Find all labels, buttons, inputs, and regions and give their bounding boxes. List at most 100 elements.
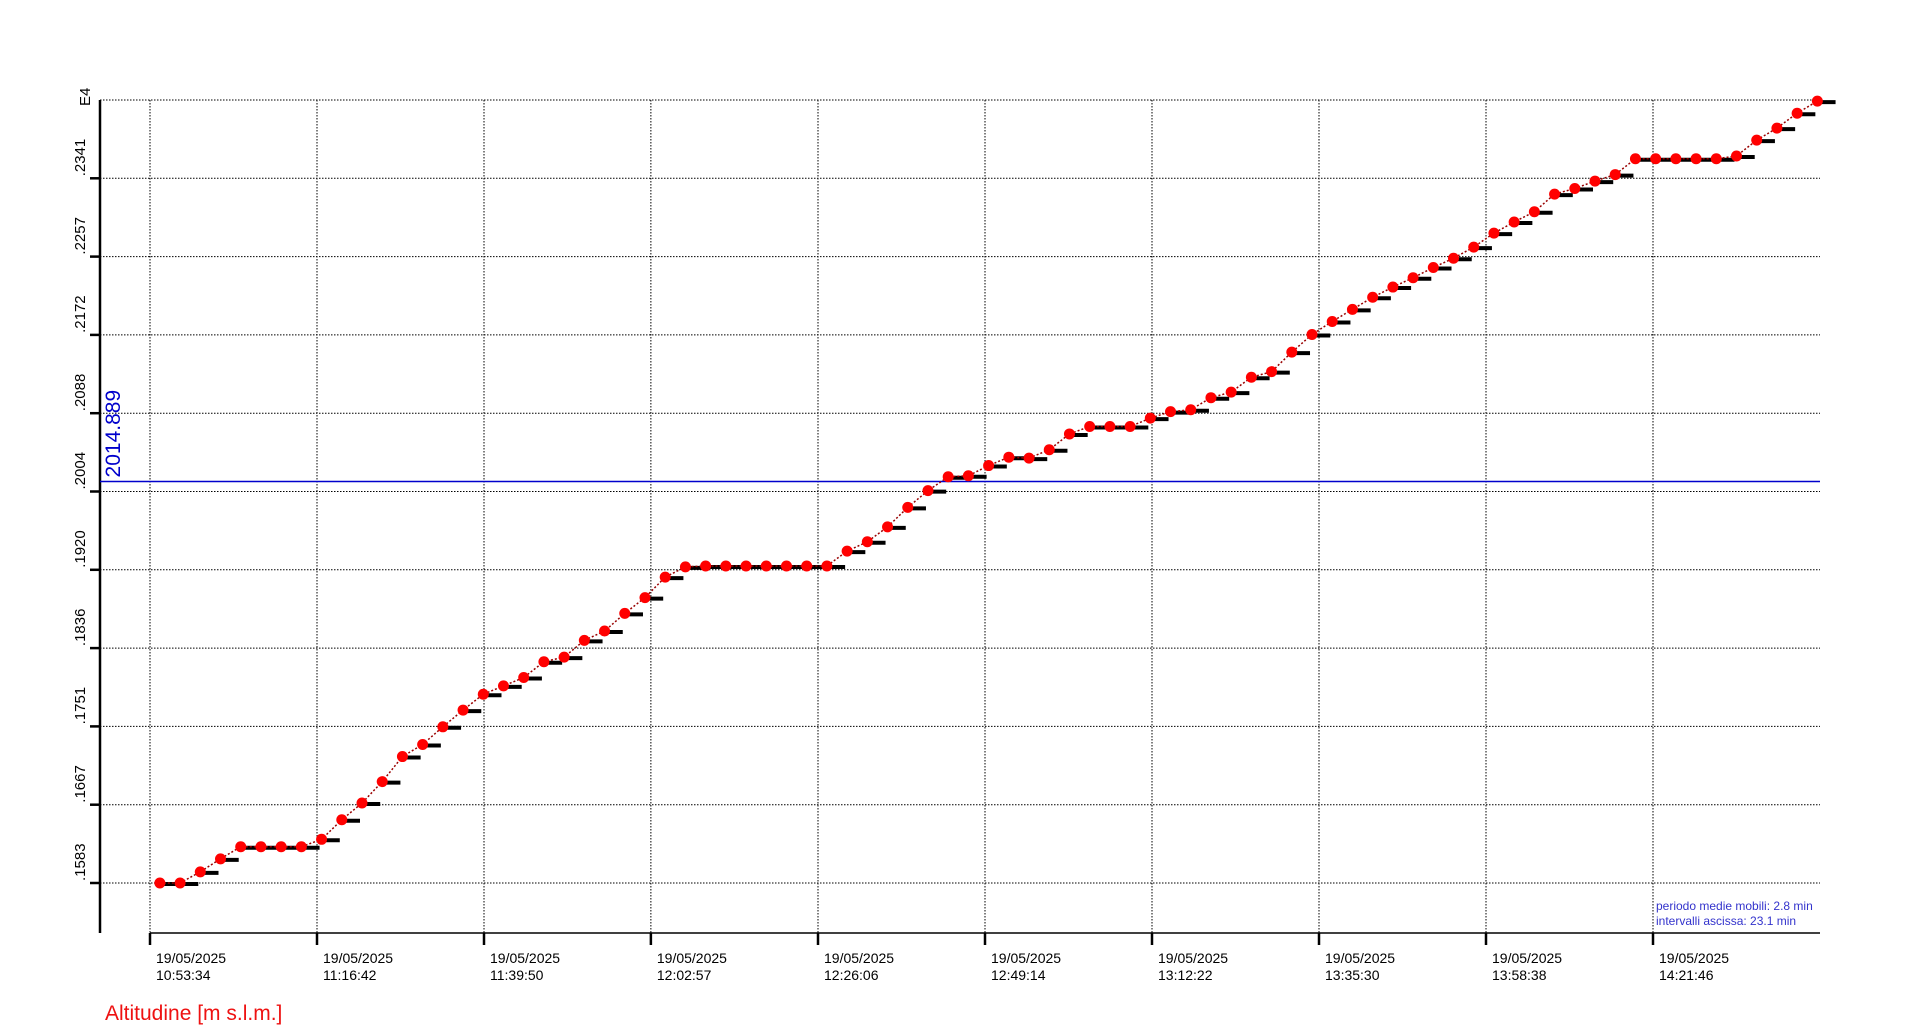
x-tick-time: 13:12:22 [1158,967,1213,983]
data-point [1589,175,1601,187]
data-point [1791,107,1803,119]
x-tick-time: 13:35:30 [1325,967,1380,983]
y-tick-label: .2257 [72,217,89,255]
data-point [1063,428,1075,440]
data-point [821,560,833,572]
data-point [1811,95,1823,107]
data-point [740,560,752,572]
data-point [558,651,570,663]
x-tick-date: 19/05/2025 [1659,950,1729,966]
data-point [437,721,449,733]
x-tick-date: 19/05/2025 [1325,950,1395,966]
data-point [1286,346,1298,358]
data-point [1084,421,1096,433]
y-exponent-label: E4 [77,88,94,106]
data-point [882,521,894,533]
data-point [760,560,772,572]
data-point [1569,183,1581,195]
data-point [1771,122,1783,134]
x-tick-time: 12:26:06 [824,967,879,983]
data-point [1346,303,1358,315]
y-tick-label: .1583 [72,843,89,881]
reference-line-group: 2014.889 [100,390,1820,483]
x-tick-time: 12:49:14 [991,967,1046,983]
data-point [1124,421,1136,433]
x-tick-time: 11:39:50 [490,967,544,983]
reference-line-label: 2014.889 [102,390,125,478]
data-point [700,560,712,572]
y-tick-label: .2172 [72,295,89,333]
data-point [578,634,590,646]
data-point [780,560,792,572]
data-point [174,877,186,889]
data-point [1528,206,1540,218]
data-point [1609,169,1621,181]
data-point [215,853,227,865]
data-point [417,738,429,750]
x-tick-time: 11:16:42 [323,967,377,983]
data-point [1690,153,1702,165]
data-point [1205,392,1217,404]
x-tick-date: 19/05/2025 [323,950,393,966]
note-x-interval: intervalli ascissa: 23.1 min [1656,914,1796,928]
data-point [1387,281,1399,293]
data-point [457,704,469,716]
data-point [1104,421,1116,433]
data-point [275,841,287,853]
y-axis-title: Altitudine [m s.l.m.] [105,1002,282,1025]
data-point [316,833,328,845]
y-tick-label: .1667 [72,765,89,803]
data-point [1751,134,1763,146]
x-tick-date: 19/05/2025 [657,950,727,966]
data-point [599,625,611,637]
data-point [1468,241,1480,253]
data-point [1448,252,1460,264]
data-point [518,672,530,684]
data-point [1144,412,1156,424]
data-point [962,470,974,482]
y-tick-label: .1751 [72,687,89,725]
data-point [1306,328,1318,340]
y-tick-label: .1920 [72,530,89,568]
data-point [336,814,348,826]
series-marks [154,95,1836,889]
data-point [154,877,166,889]
data-point [1488,227,1500,239]
data-point [235,841,247,853]
grid [100,99,1820,933]
x-tick-date: 19/05/2025 [1158,950,1228,966]
data-point [902,501,914,513]
data-point [538,656,550,668]
data-point [1670,153,1682,165]
data-point [477,688,489,700]
x-tick-date: 19/05/2025 [490,950,560,966]
data-point [1326,315,1338,327]
data-point [679,561,691,573]
data-point [1549,188,1561,200]
data-point [619,607,631,619]
data-point [1225,386,1237,398]
data-point [841,545,853,557]
data-point [396,751,408,763]
data-point [1043,444,1055,456]
data-point [356,797,368,809]
data-point [861,536,873,548]
x-tick-date: 19/05/2025 [824,950,894,966]
x-tick-date: 19/05/2025 [991,950,1061,966]
y-tick-label: .2088 [72,374,89,412]
data-point [1710,153,1722,165]
data-point [1165,406,1177,418]
data-point [659,571,671,583]
x-tick-time: 10:53:34 [156,967,211,983]
data-point [1266,366,1278,378]
data-point [497,680,509,692]
data-point [295,841,307,853]
x-tick-time: 13:58:38 [1492,967,1547,983]
axes: .1583 .1667 .1751 .1836 .1920 .2004 .2088 .2172… [72,100,1820,983]
data-point [983,460,995,472]
x-tick-date: 19/05/2025 [1492,950,1562,966]
series-line [159,100,1818,884]
y-tick-label: .2341 [72,139,89,177]
data-point [1650,153,1662,165]
